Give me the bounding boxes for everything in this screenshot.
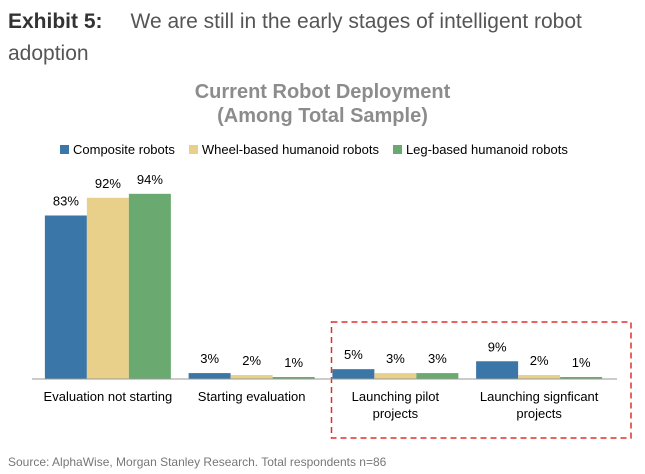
chart-subtitle: (Among Total Sample) — [217, 105, 428, 127]
legend-label: Composite robots — [73, 142, 175, 157]
category-label: Launching pilot — [352, 389, 440, 404]
exhibit-header: Exhibit 5: We are still in the early stag… — [8, 6, 638, 70]
legend-item: Leg-based humanoid robots — [392, 142, 568, 157]
bar — [86, 197, 129, 379]
bar — [476, 361, 519, 379]
data-label: 83% — [53, 193, 79, 208]
chart-title: Current Robot Deployment — [194, 81, 451, 103]
bar — [518, 375, 561, 379]
source-note: Source: AlphaWise, Morgan Stanley Resear… — [8, 455, 387, 469]
data-label: 9% — [488, 339, 507, 354]
data-label: 5% — [344, 347, 363, 362]
chart-legend: Composite robots Wheel-based humanoid rob… — [60, 142, 568, 157]
data-label: 2% — [242, 353, 261, 368]
bar — [416, 373, 459, 379]
category-label: Starting evaluation — [198, 389, 306, 404]
bar — [230, 375, 273, 379]
exhibit-title: We are still in the early stages of inte… — [8, 10, 582, 65]
data-label: 3% — [428, 351, 447, 366]
bar — [332, 369, 375, 379]
bar — [560, 377, 603, 379]
bar — [272, 377, 315, 379]
data-label: 1% — [284, 355, 303, 370]
bar — [188, 373, 231, 379]
legend-label: Wheel-based humanoid robots — [201, 142, 379, 157]
data-label: 2% — [530, 353, 549, 368]
legend-swatch — [392, 145, 402, 154]
legend-label: Leg-based humanoid robots — [405, 142, 568, 157]
bar — [374, 373, 417, 379]
exhibit-label: Exhibit 5: — [8, 10, 103, 33]
bar — [44, 215, 87, 379]
legend-swatch — [60, 145, 69, 154]
legend-item: Composite robots — [60, 142, 175, 157]
category-label: Launching signficant — [480, 389, 599, 404]
category-label: projects — [516, 406, 562, 421]
data-label: 94% — [137, 172, 163, 187]
data-label: 1% — [572, 355, 591, 370]
data-label: 3% — [386, 351, 405, 366]
category-label: projects — [373, 406, 419, 421]
legend-item: Wheel-based humanoid robots — [188, 142, 379, 157]
data-label: 92% — [95, 176, 121, 191]
bar — [128, 193, 171, 379]
legend-swatch — [188, 145, 198, 154]
highlight-box — [330, 321, 632, 439]
category-label: Evaluation not starting — [44, 389, 173, 404]
data-label: 3% — [200, 351, 219, 366]
